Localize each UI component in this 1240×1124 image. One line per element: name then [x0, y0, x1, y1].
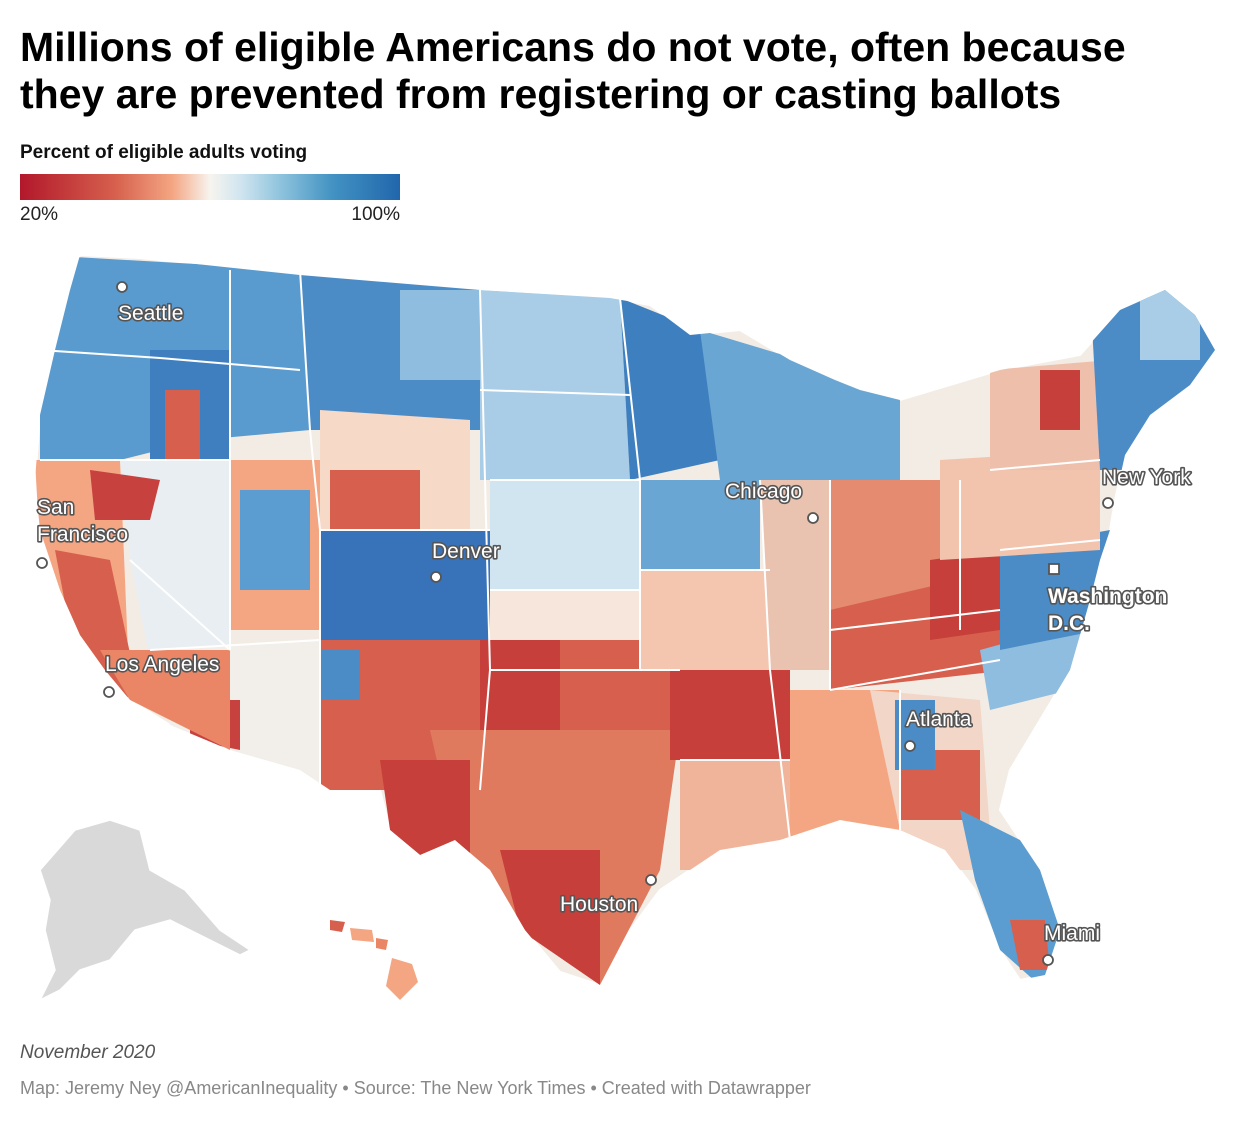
region-pennsylvania — [940, 450, 1100, 560]
city-washington-dc[interactable]: Washington D.C. — [1046, 563, 1169, 637]
city-label-atlanta: Atlanta — [906, 708, 972, 731]
region-upstate-red — [1040, 370, 1080, 430]
region-nebraska — [490, 480, 640, 590]
region-dakotas — [480, 290, 630, 480]
city-label-miami: Miami — [1044, 922, 1100, 945]
city-label-denver: Denver — [432, 540, 500, 563]
legend-max-label: 100% — [351, 204, 400, 225]
region-arkansas — [670, 670, 790, 760]
city-markers[interactable]: Seattle San Francisco Los Angeles Denver… — [35, 281, 1193, 966]
city-denver[interactable]: Denver — [430, 538, 501, 583]
city-dot-icon — [645, 874, 657, 886]
region-oregon-red — [165, 390, 200, 460]
chart-title: Millions of eligible Americans do not vo… — [20, 24, 1126, 117]
region-colorado — [320, 530, 490, 640]
city-label-washington-2: D.C. — [1048, 612, 1090, 635]
legend-labels: 20% 100% — [20, 204, 400, 228]
city-label-san-francisco-1: San — [37, 496, 74, 519]
legend-min-label: 20% — [20, 204, 59, 225]
city-new-york[interactable]: New York — [1100, 464, 1193, 509]
city-label-new-york: New York — [1102, 466, 1191, 489]
legend-gradient-bar — [20, 174, 400, 200]
city-label-washington-1: Washington — [1048, 585, 1167, 608]
region-mississippi-alabama — [790, 690, 900, 840]
region-montana-pale — [400, 290, 480, 380]
region-wisconsin-michigan — [700, 330, 900, 490]
city-dot-icon — [1042, 954, 1054, 966]
city-chicago[interactable]: Chicago — [723, 478, 819, 524]
footer-date: November 2020 — [20, 1042, 156, 1063]
region-south-texas — [500, 850, 600, 985]
city-dot-icon — [36, 557, 48, 569]
region-iowa — [640, 480, 760, 570]
city-label-seattle: Seattle — [118, 302, 183, 325]
hawaii-inset — [330, 920, 418, 1000]
state-borders — [39, 269, 1101, 841]
region-maine-north — [1140, 290, 1200, 360]
region-nevada-red — [90, 470, 160, 520]
city-dot-icon — [116, 281, 128, 293]
choropleth-map[interactable]: Seattle San Francisco Los Angeles Denver… — [0, 230, 1240, 1030]
city-dot-icon — [103, 686, 115, 698]
city-miami[interactable]: Miami — [1042, 920, 1102, 966]
city-label-los-angeles: Los Angeles — [105, 653, 219, 676]
city-dot-icon — [807, 512, 819, 524]
footer-credit: Map: Jeremy Ney @AmericanInequality • So… — [20, 1078, 811, 1098]
city-label-chicago: Chicago — [725, 480, 802, 503]
region-wyoming-red — [330, 470, 420, 530]
region-minnesota — [620, 298, 720, 480]
region-louisiana — [680, 760, 790, 870]
region-so-cal — [100, 650, 230, 750]
region-virginia-dc — [1000, 530, 1110, 650]
city-dot-icon — [904, 740, 916, 752]
color-legend: Percent of eligible adults voting 20% 10… — [20, 142, 400, 228]
city-label-san-francisco-2: Francisco — [37, 523, 128, 546]
city-seattle[interactable]: Seattle — [116, 281, 185, 327]
region-florida-red — [1010, 920, 1050, 970]
city-houston[interactable]: Houston — [558, 874, 657, 918]
city-atlanta[interactable]: Atlanta — [904, 706, 973, 752]
city-san-francisco[interactable]: San Francisco — [35, 494, 130, 569]
legend-title: Percent of eligible adults voting — [20, 142, 308, 163]
city-label-houston: Houston — [560, 893, 638, 916]
region-illinois — [760, 480, 830, 670]
city-dot-icon — [430, 571, 442, 583]
region-utah-blue — [240, 490, 310, 590]
capital-marker-icon — [1048, 563, 1060, 575]
region-new-mexico-blue — [320, 650, 360, 700]
city-los-angeles[interactable]: Los Angeles — [103, 651, 221, 698]
region-west-virginia — [930, 550, 1000, 640]
us-county-map[interactable]: Seattle San Francisco Los Angeles Denver… — [0, 230, 1240, 1030]
alaska-inset — [38, 819, 252, 1002]
region-west-texas — [380, 760, 470, 860]
region-atlanta-blue — [895, 700, 935, 770]
region-missouri — [640, 570, 770, 670]
county-mosaic — [35, 255, 1215, 985]
city-dot-icon — [1102, 497, 1114, 509]
